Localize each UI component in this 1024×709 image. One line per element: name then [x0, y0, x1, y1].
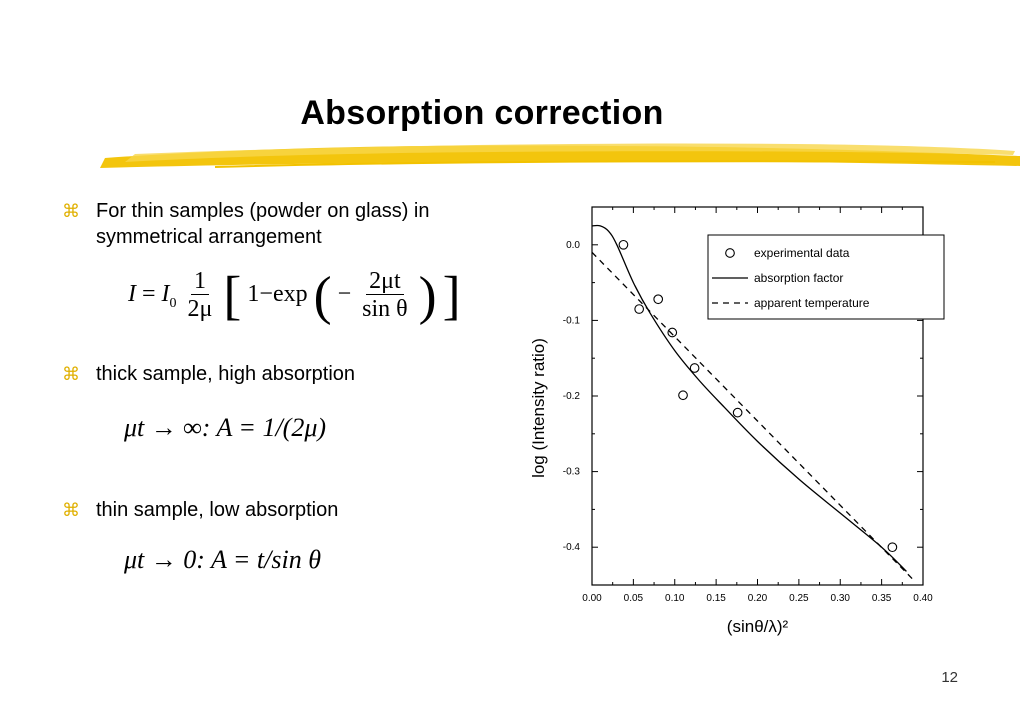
eq1-i0: I — [161, 281, 170, 308]
eq1-left-paren: ( — [313, 265, 332, 326]
eq1-right-bracket: ] — [442, 265, 461, 326]
x-tick-label: 0.20 — [748, 593, 768, 604]
title-underline-brushstroke — [100, 143, 1020, 168]
eq1-sub: 0 — [169, 295, 177, 311]
x-tick-label: 0.40 — [913, 593, 933, 604]
eq1-left-bracket: [ — [223, 265, 242, 326]
eq1-fraction2: 2μt sin θ — [362, 268, 408, 322]
absorption-chart: 0.00 0.05 0.10 0.15 0.20 0.25 0.30 0.35 0.40 0.0 -… — [529, 206, 945, 636]
x-tick-label: 0.30 — [831, 593, 851, 604]
command-bullet-icon: ⌘ — [62, 500, 80, 520]
bullet-text: For thin samples (powder on glass) in sy… — [96, 200, 430, 248]
eq1-right-paren: ) — [418, 265, 437, 326]
data-point — [634, 304, 645, 314]
y-tick-label: -0.3 — [563, 467, 581, 478]
x-tick-label: 0.00 — [582, 593, 602, 604]
equation-intensity: I = I0 1 2μ [ 1−exp ( − 2μt sin θ ) ] — [128, 265, 461, 326]
slide-title: Absorption correction — [300, 94, 664, 132]
command-bullet-icon: ⌘ — [62, 201, 80, 221]
data-point — [618, 239, 629, 250]
data-point — [732, 407, 743, 418]
bullet-thin-sample: ⌘ thin sample, low absorption — [62, 497, 516, 523]
data-point — [653, 294, 664, 305]
equation-thick-sample: μt → ∞: A = 1/(2μ) — [124, 413, 327, 442]
bullet-text: thick sample, high absorption — [96, 363, 356, 385]
y-tick-label: -0.1 — [563, 315, 581, 326]
legend-label: experimental data — [754, 246, 850, 260]
x-tick-label: 0.25 — [789, 593, 809, 604]
command-bullet-icon: ⌘ — [62, 364, 80, 384]
y-tick-label: -0.4 — [563, 542, 581, 553]
series-line-solid — [592, 224, 907, 572]
bullet-text: thin sample, low absorption — [96, 499, 339, 521]
y-tick-label: -0.2 — [563, 391, 581, 402]
eq1-lhs: I — [128, 281, 136, 308]
legend-label: absorption factor — [754, 271, 843, 285]
data-point — [689, 363, 700, 373]
bullet-thin-samples: ⌘ For thin samples (powder on glass) in … — [62, 198, 516, 250]
legend-box — [707, 234, 945, 320]
x-axis-label: (sinθ/λ)² — [727, 617, 789, 636]
page-number: 12 — [941, 669, 958, 686]
data-point — [678, 390, 688, 401]
x-tick-label: 0.15 — [706, 593, 726, 604]
x-tick-label: 0.10 — [665, 593, 685, 604]
data-point — [887, 542, 898, 553]
legend-marker-circle — [725, 248, 735, 258]
x-tick-label: 0.05 — [624, 593, 644, 604]
eq1-minus: − — [337, 281, 352, 308]
eq1-one-minus-exp: 1−exp — [247, 281, 308, 308]
legend-label: apparent temperature — [754, 296, 870, 310]
y-tick-label: 0.0 — [566, 240, 580, 251]
equation-thin-sample: μt → 0: A = t/sin θ — [124, 545, 321, 574]
y-axis-label: log (Intensity ratio) — [529, 338, 548, 478]
x-tick-label: 0.35 — [872, 593, 892, 604]
data-point — [667, 327, 678, 338]
eq1-fraction1: 1 2μ — [187, 268, 213, 322]
bullet-thick-sample: ⌘ thick sample, high absorption — [62, 361, 516, 387]
